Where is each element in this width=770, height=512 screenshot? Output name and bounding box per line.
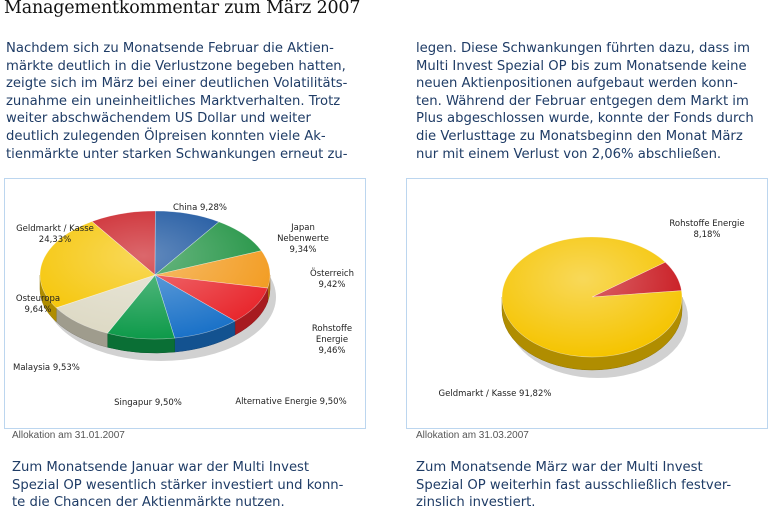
allocation-chart-march: Rohstoffe Energie 8,18% Geldmarkt / Kasse … <box>406 178 768 429</box>
slice-label-japan-nebenwerte: Japan Nebenwerte 9,34% <box>277 223 329 255</box>
text-line: Zum Monatsende Januar war der Multi Inve… <box>12 460 310 475</box>
slice-label-sterreich: Österreich 9,42% <box>310 268 354 290</box>
page-title: Managementkommentar zum März 2007 <box>4 0 361 18</box>
intro-left-paragraph: Nachdem sich zu Monatsende Februar die A… <box>6 40 364 163</box>
text-line: deutlich zulegenden Ölpreisen konnten vi… <box>6 128 326 144</box>
pie-highlight <box>40 211 270 339</box>
allocation-chart-january: China 9,28% Japan Nebenwerte 9,34% Österreic… <box>4 178 366 429</box>
text-line: Zum Monatsende März war der Multi Invest <box>416 460 703 475</box>
text-line: Spezial OP weiterhin fast ausschließlich… <box>416 477 732 493</box>
slice-label-geldmarkt-kasse: Geldmarkt / Kasse 24,33% <box>16 224 94 245</box>
text-line: Nachdem sich zu Monatsende Februar die A… <box>6 41 334 56</box>
slice-label-singapur: Singapur 9,50% <box>114 398 182 408</box>
text-line: die Verlusttage zu Monatsbeginn den Mona… <box>416 128 743 144</box>
text-line: Plus abgeschlossen wurde, konnte der Fon… <box>416 111 754 127</box>
slice-label-rohstoffe-energie: Rohstoffe Energie 9,46% <box>312 324 352 356</box>
text-line: zunahme ein uneinheitliches Marktverhalt… <box>6 93 341 109</box>
text-line: tienmärkte unter starken Schwankungen er… <box>6 146 348 162</box>
slice-label-rohstoffe-energie: Rohstoffe Energie 8,18% <box>669 219 744 240</box>
pie-highlight <box>502 237 682 357</box>
text-line: zinslich investiert. <box>416 495 536 511</box>
text-line: weiter abschwächendem US Dollar und weit… <box>6 111 311 127</box>
text-line: ten. Während der Februar entgegen dem Ma… <box>416 93 749 109</box>
chart-caption-march: Allokation am 31.03.2007 <box>416 430 529 441</box>
pie-chart-january: China 9,28% Japan Nebenwerte 9,34% Österreic… <box>13 203 354 408</box>
text-line: neuen Aktienpositionen aufgebaut werden … <box>416 76 738 92</box>
outro-right-paragraph: Zum Monatsende März war der Multi Invest… <box>416 459 768 512</box>
outro-left-paragraph: Zum Monatsende Januar war der Multi Inve… <box>12 459 362 512</box>
slice-label-geldmarkt-kasse: Geldmarkt / Kasse 91,82% <box>439 389 552 399</box>
text-line: Multi Invest Spezial OP bis zum Monatsen… <box>416 58 747 74</box>
pie-chart-march: Rohstoffe Energie 8,18% Geldmarkt / Kasse … <box>439 219 745 399</box>
text-line: märkte deutlich in die Verlustzone begeb… <box>6 58 346 74</box>
slice-label-alternative-energie: Alternative Energie 9,50% <box>235 397 346 407</box>
slice-label-osteuropa: Osteuropa 9,64% <box>16 294 60 315</box>
text-line: te die Chancen der Aktienmärkte nutzen. <box>12 495 285 511</box>
slice-label-china: China 9,28% <box>173 203 227 213</box>
intro-right-paragraph: legen. Diese Schwankungen führten dazu, … <box>416 40 770 163</box>
text-line: zeigte sich im März bei einer deutlichen… <box>6 76 348 92</box>
chart-caption-january: Allokation am 31.01.2007 <box>12 430 125 441</box>
text-line: nur mit einem Verlust von 2,06% abschlie… <box>416 146 722 162</box>
text-line: legen. Diese Schwankungen führten dazu, … <box>416 41 750 56</box>
text-line: Spezial OP wesentlich stärker investiert… <box>12 477 344 493</box>
slice-label-malaysia: Malaysia 9,53% <box>13 363 80 373</box>
